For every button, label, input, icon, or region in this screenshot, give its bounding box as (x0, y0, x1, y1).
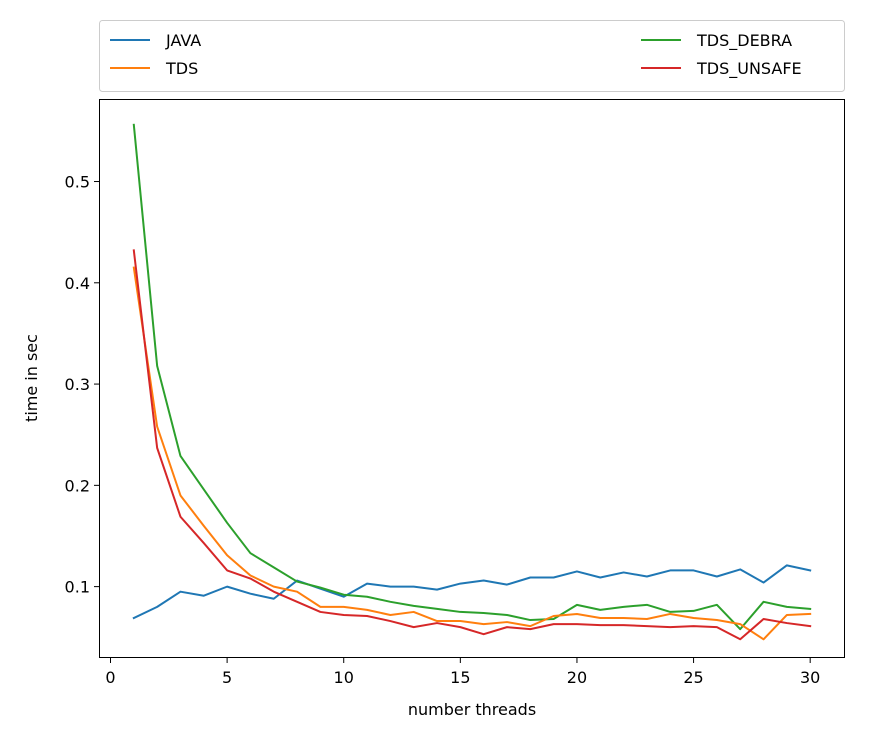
series-layer (132, 123, 812, 641)
y-tick-label: 0.4 (65, 274, 90, 293)
y-axis: 0.1 0.2 0.3 0.4 0.5 (65, 173, 100, 597)
x-tick-label: 5 (222, 668, 232, 687)
series-line-tds (132, 266, 812, 641)
y-tick-label: 0.3 (65, 375, 90, 394)
x-axis: 0 5 10 15 20 25 30 (105, 657, 820, 687)
series-line-java (132, 564, 812, 620)
legend-label-tds-debra: TDS_DEBRA (696, 31, 792, 51)
legend-label-tds-unsafe: TDS_UNSAFE (696, 59, 802, 79)
x-tick-label: 30 (800, 668, 820, 687)
y-tick-label: 0.5 (65, 173, 90, 192)
legend: JAVA TDS TDS_DEBRA TDS_UNSAFE (99, 20, 845, 92)
legend-frame (99, 20, 845, 92)
y-tick-label: 0.2 (65, 476, 90, 495)
x-tick-label: 10 (334, 668, 354, 687)
y-axis-label: time in sec (22, 334, 41, 422)
plot-frame (99, 99, 845, 658)
x-tick-label: 25 (683, 668, 703, 687)
series-line-tds-unsafe (132, 249, 812, 641)
x-tick-label: 15 (450, 668, 470, 687)
legend-label-tds: TDS (165, 59, 198, 78)
legend-label-java: JAVA (165, 31, 201, 50)
x-tick-label: 0 (105, 668, 115, 687)
x-tick-label: 20 (567, 668, 587, 687)
x-axis-label: number threads (408, 700, 536, 719)
y-tick-label: 0.1 (65, 578, 90, 597)
series-line-tds-debra (132, 123, 812, 631)
